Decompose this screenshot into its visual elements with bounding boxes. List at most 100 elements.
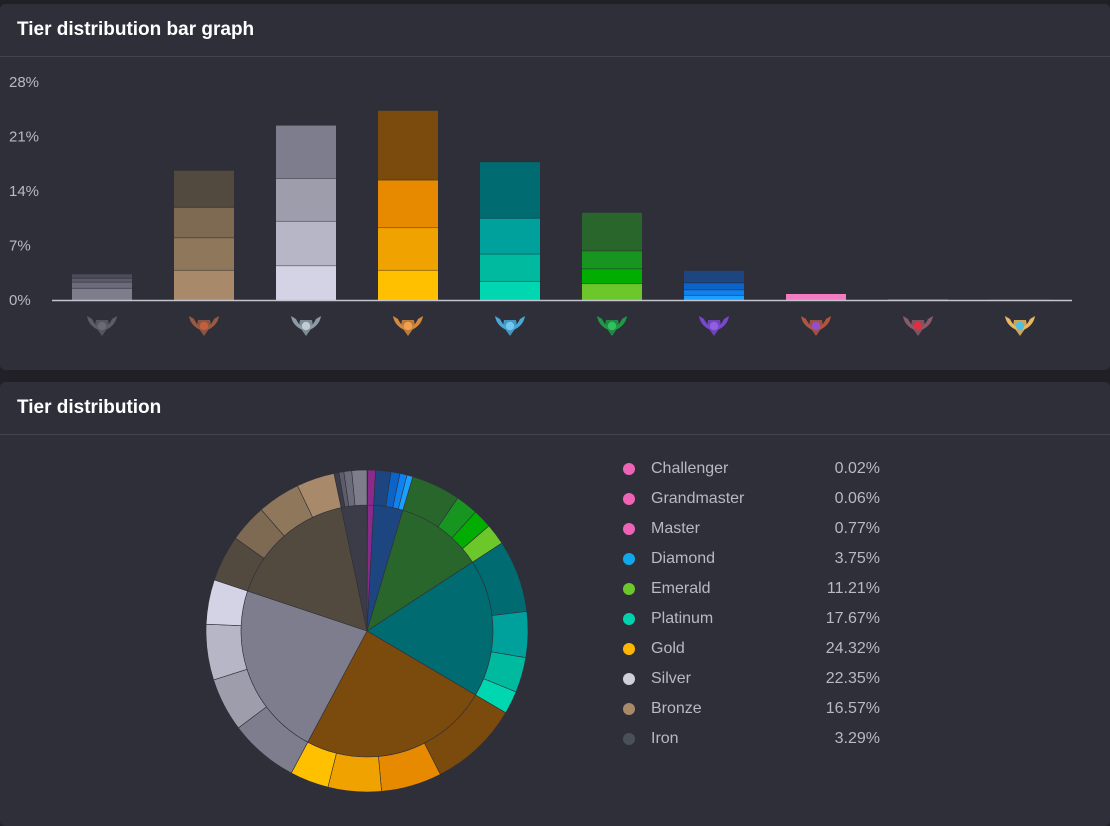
bar-diamond (684, 270, 744, 300)
legend-item-platinum[interactable]: Platinum 17.67% (620, 604, 880, 634)
silver-tier-icon (291, 316, 321, 336)
legend-dot-icon (623, 613, 635, 625)
legend-value: 17.67% (825, 610, 880, 627)
pie-legend: Challenger 0.02% Grandmaster 0.06% Master 0.7… (620, 454, 880, 754)
bar-segment-diamond-1 (684, 295, 744, 300)
bar-master (786, 294, 846, 300)
legend-value: 22.35% (825, 670, 880, 687)
legend-item-bronze[interactable]: Bronze 16.57% (620, 694, 880, 724)
legend-dot-icon (623, 673, 635, 685)
tier-sunburst-chart (205, 469, 529, 793)
bar-segment-emerald-3 (582, 250, 642, 269)
bar-segment-bronze-3 (174, 207, 234, 238)
bar-segment-gold-1 (378, 270, 438, 300)
legend-item-diamond[interactable]: Diamond 3.75% (620, 544, 880, 574)
pie-slice-silver (205, 579, 368, 774)
bar-segment-iron-4 (72, 274, 132, 279)
pie-slice-emerald (366, 476, 503, 632)
bar-emerald (582, 212, 642, 300)
legend-value: 0.77% (834, 520, 880, 537)
bar-iron (72, 274, 132, 300)
bar-segment-emerald-1 (582, 283, 642, 300)
legend-label: Platinum (651, 610, 714, 627)
legend-dot-icon (623, 643, 635, 655)
tier-bar-chart: 0% 7% 14% 21% 28% (9, 74, 1072, 336)
legend-item-master[interactable]: Master 0.77% (620, 514, 880, 544)
legend-item-gold[interactable]: Gold 24.32% (620, 634, 880, 664)
bar-segment-platinum-3 (480, 218, 540, 255)
grandmaster-tier-icon (903, 316, 933, 336)
pie-slice-diamond (366, 469, 414, 632)
bar-bronze (174, 170, 234, 300)
pie-panel: Tier distribution Challenger 0.02% Grandma… (0, 382, 1110, 826)
legend-value: 3.75% (834, 550, 880, 567)
gold-tier-icon (393, 316, 423, 336)
bar-segment-diamond-2 (684, 289, 744, 296)
pie-outer-platinum-2 (490, 611, 529, 658)
bar-segment-silver-1 (276, 265, 336, 300)
legend-value: 16.57% (825, 700, 880, 717)
legend-value: 0.06% (834, 490, 880, 507)
y-tick-label: 28% (9, 74, 39, 91)
legend-dot-icon (623, 703, 635, 715)
legend-value: 0.02% (834, 460, 880, 477)
bar-segment-platinum-2 (480, 254, 540, 282)
pie-slice-platinum (366, 542, 529, 714)
bar-segment-iron-3 (72, 278, 132, 283)
bar-segment-diamond-4 (684, 270, 744, 283)
bar-segment-silver-4 (276, 125, 336, 179)
legend-value: 3.29% (834, 730, 880, 747)
bar-segment-iron-1 (72, 288, 132, 300)
pie-outer-iron-4 (351, 469, 368, 506)
y-tick-label: 14% (9, 183, 39, 200)
legend-item-grandmaster[interactable]: Grandmaster 0.06% (620, 484, 880, 514)
legend-dot-icon (623, 463, 635, 475)
y-tick-label: 21% (9, 129, 39, 146)
pie-slice-bronze (213, 473, 368, 632)
legend-item-iron[interactable]: Iron 3.29% (620, 724, 880, 754)
legend-label: Emerald (651, 580, 711, 597)
legend-label: Challenger (651, 460, 729, 477)
bar-segment-gold-2 (378, 227, 438, 271)
bar-platinum (480, 162, 540, 300)
legend-item-silver[interactable]: Silver 22.35% (620, 664, 880, 694)
pie-outer-gold-3 (327, 752, 382, 793)
bar-segment-emerald-4 (582, 212, 642, 251)
legend-dot-icon (623, 523, 635, 535)
pie-slice-gold (290, 630, 507, 793)
y-tick-label: 7% (9, 238, 31, 255)
legend-dot-icon (623, 583, 635, 595)
diamond-tier-icon (699, 316, 729, 336)
bar-segment-bronze-4 (174, 170, 234, 208)
bar-graph-panel: Tier distribution bar graph 0% 7% 14% 21% 28… (0, 4, 1110, 370)
legend-item-emerald[interactable]: Emerald 11.21% (620, 574, 880, 604)
legend-label: Bronze (651, 700, 702, 717)
iron-tier-icon (87, 316, 117, 336)
legend-label: Iron (651, 730, 679, 747)
bar-segment-platinum-1 (480, 281, 540, 300)
legend-label: Diamond (651, 550, 716, 567)
bar-graph-title: Tier distribution bar graph (0, 4, 1110, 57)
y-tick-label: 0% (9, 292, 31, 309)
legend-item-challenger[interactable]: Challenger 0.02% (620, 454, 880, 484)
bar-segment-silver-3 (276, 178, 336, 222)
bar-segment-gold-3 (378, 180, 438, 228)
bar-segment-diamond-3 (684, 282, 744, 290)
legend-dot-icon (623, 493, 635, 505)
bar-gold (378, 110, 438, 300)
bar-segment-emerald-2 (582, 268, 642, 284)
legend-dot-icon (623, 553, 635, 565)
bar-segment-bronze-1 (174, 270, 234, 300)
legend-value: 24.32% (825, 640, 880, 657)
legend-value: 11.21% (826, 580, 880, 597)
bar-segment-gold-4 (378, 110, 438, 181)
legend-label: Master (651, 520, 700, 537)
pie-title: Tier distribution (0, 382, 1110, 435)
bar-segment-silver-2 (276, 221, 336, 266)
bar-segment-master-1 (786, 294, 846, 300)
pie-slice-iron (333, 469, 368, 632)
emerald-tier-icon (597, 316, 627, 336)
bar-segment-bronze-2 (174, 237, 234, 271)
bar-segment-iron-2 (72, 282, 132, 289)
legend-label: Silver (651, 670, 692, 687)
